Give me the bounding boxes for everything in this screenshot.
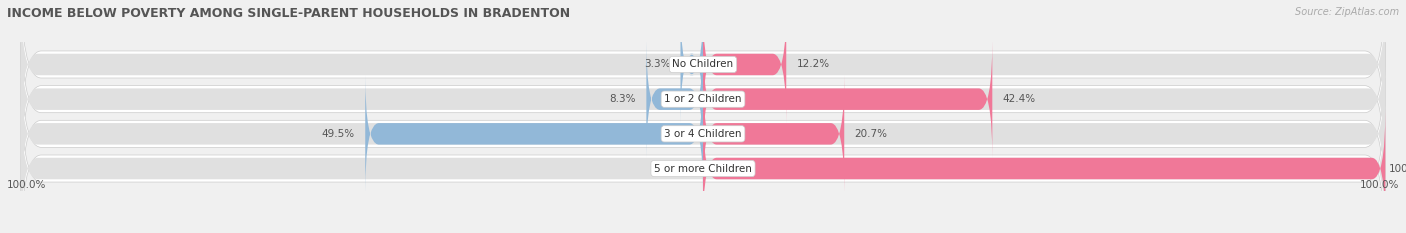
Text: 42.4%: 42.4% [1002,94,1036,104]
FancyBboxPatch shape [703,110,1385,227]
FancyBboxPatch shape [21,0,1385,155]
FancyBboxPatch shape [703,6,786,123]
FancyBboxPatch shape [21,43,1385,224]
Text: 0.0%: 0.0% [664,164,689,174]
FancyBboxPatch shape [21,93,1385,233]
FancyBboxPatch shape [703,41,993,158]
Text: 5 or more Children: 5 or more Children [654,164,752,174]
Text: 100.0%: 100.0% [7,180,46,190]
FancyBboxPatch shape [21,78,1385,233]
FancyBboxPatch shape [647,41,703,158]
Text: INCOME BELOW POVERTY AMONG SINGLE-PARENT HOUSEHOLDS IN BRADENTON: INCOME BELOW POVERTY AMONG SINGLE-PARENT… [7,7,571,20]
Text: No Children: No Children [672,59,734,69]
Text: 100.0%: 100.0% [1360,180,1399,190]
FancyBboxPatch shape [21,58,1385,210]
FancyBboxPatch shape [703,75,844,192]
Text: 20.7%: 20.7% [855,129,887,139]
Text: Source: ZipAtlas.com: Source: ZipAtlas.com [1295,7,1399,17]
Text: 3.3%: 3.3% [644,59,671,69]
Text: 3 or 4 Children: 3 or 4 Children [664,129,742,139]
FancyBboxPatch shape [366,75,703,192]
FancyBboxPatch shape [21,9,1385,190]
Text: 12.2%: 12.2% [796,59,830,69]
FancyBboxPatch shape [21,0,1385,140]
Text: 1 or 2 Children: 1 or 2 Children [664,94,742,104]
Text: 100.0%: 100.0% [1389,164,1406,174]
FancyBboxPatch shape [681,6,703,123]
FancyBboxPatch shape [21,23,1385,175]
Text: 49.5%: 49.5% [322,129,354,139]
Text: 8.3%: 8.3% [610,94,636,104]
